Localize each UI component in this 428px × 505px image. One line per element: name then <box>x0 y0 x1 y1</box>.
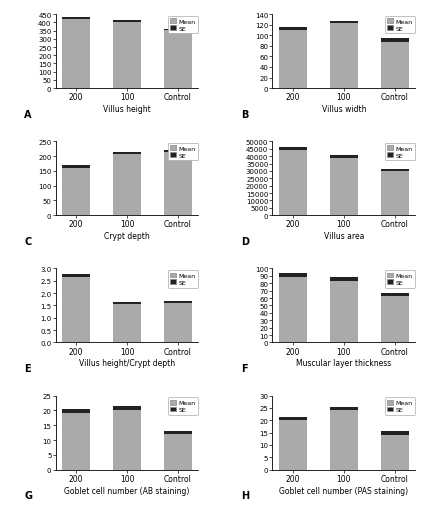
Bar <box>279 28 307 31</box>
Bar <box>330 278 358 281</box>
Bar <box>279 417 307 421</box>
Bar <box>62 409 90 414</box>
Bar <box>330 24 358 89</box>
Bar <box>380 435 409 470</box>
Bar <box>380 172 409 216</box>
Bar <box>279 421 307 470</box>
Text: A: A <box>24 110 32 120</box>
Bar <box>164 301 192 303</box>
Bar <box>279 31 307 89</box>
Bar <box>330 411 358 470</box>
Bar <box>380 432 409 435</box>
Text: H: H <box>241 490 249 500</box>
Bar <box>62 18 90 20</box>
X-axis label: Muscular layer thickness: Muscular layer thickness <box>296 359 392 368</box>
Text: F: F <box>241 364 248 373</box>
Bar <box>330 156 358 158</box>
Bar <box>279 151 307 216</box>
Bar <box>164 431 192 434</box>
Bar <box>62 414 90 470</box>
Bar <box>279 278 307 343</box>
Bar <box>113 155 141 216</box>
Bar <box>330 22 358 24</box>
Legend: Mean, SE: Mean, SE <box>385 397 415 415</box>
Text: C: C <box>24 236 32 246</box>
X-axis label: Crypt depth: Crypt depth <box>104 232 150 241</box>
Legend: Mean, SE: Mean, SE <box>385 17 415 34</box>
Bar <box>113 23 141 89</box>
Bar <box>330 158 358 216</box>
Bar <box>380 42 409 89</box>
X-axis label: Goblet cell number (PAS staining): Goblet cell number (PAS staining) <box>279 486 408 494</box>
Legend: Mean, SE: Mean, SE <box>168 17 198 34</box>
Bar <box>164 303 192 343</box>
Bar <box>380 170 409 172</box>
Bar <box>113 21 141 23</box>
Bar <box>279 148 307 151</box>
Legend: Mean, SE: Mean, SE <box>385 144 415 161</box>
Legend: Mean, SE: Mean, SE <box>168 271 198 288</box>
Bar <box>164 434 192 470</box>
X-axis label: Villus height/Crypt depth: Villus height/Crypt depth <box>79 359 175 368</box>
Bar <box>62 20 90 89</box>
X-axis label: Villus width: Villus width <box>321 105 366 114</box>
Legend: Mean, SE: Mean, SE <box>168 397 198 415</box>
Legend: Mean, SE: Mean, SE <box>168 144 198 161</box>
Legend: Mean, SE: Mean, SE <box>385 271 415 288</box>
Bar <box>113 302 141 305</box>
Text: E: E <box>24 364 31 373</box>
Bar <box>380 293 409 296</box>
X-axis label: Goblet cell number (AB staining): Goblet cell number (AB staining) <box>64 486 190 494</box>
Bar <box>330 281 358 343</box>
Bar <box>62 169 90 216</box>
Text: G: G <box>24 490 32 500</box>
Bar <box>279 273 307 278</box>
Bar <box>113 406 141 411</box>
Bar <box>164 31 192 89</box>
X-axis label: Villus area: Villus area <box>324 232 364 241</box>
Bar <box>380 39 409 42</box>
Bar <box>330 407 358 411</box>
Bar <box>62 278 90 343</box>
Text: D: D <box>241 236 249 246</box>
Bar <box>62 166 90 169</box>
Bar <box>164 153 192 216</box>
Bar <box>380 296 409 343</box>
Bar <box>164 151 192 153</box>
Text: B: B <box>241 110 249 120</box>
Bar <box>113 305 141 343</box>
Bar <box>113 411 141 470</box>
X-axis label: Villus height: Villus height <box>103 105 151 114</box>
Bar <box>113 153 141 155</box>
Bar <box>62 275 90 278</box>
Bar <box>164 30 192 31</box>
